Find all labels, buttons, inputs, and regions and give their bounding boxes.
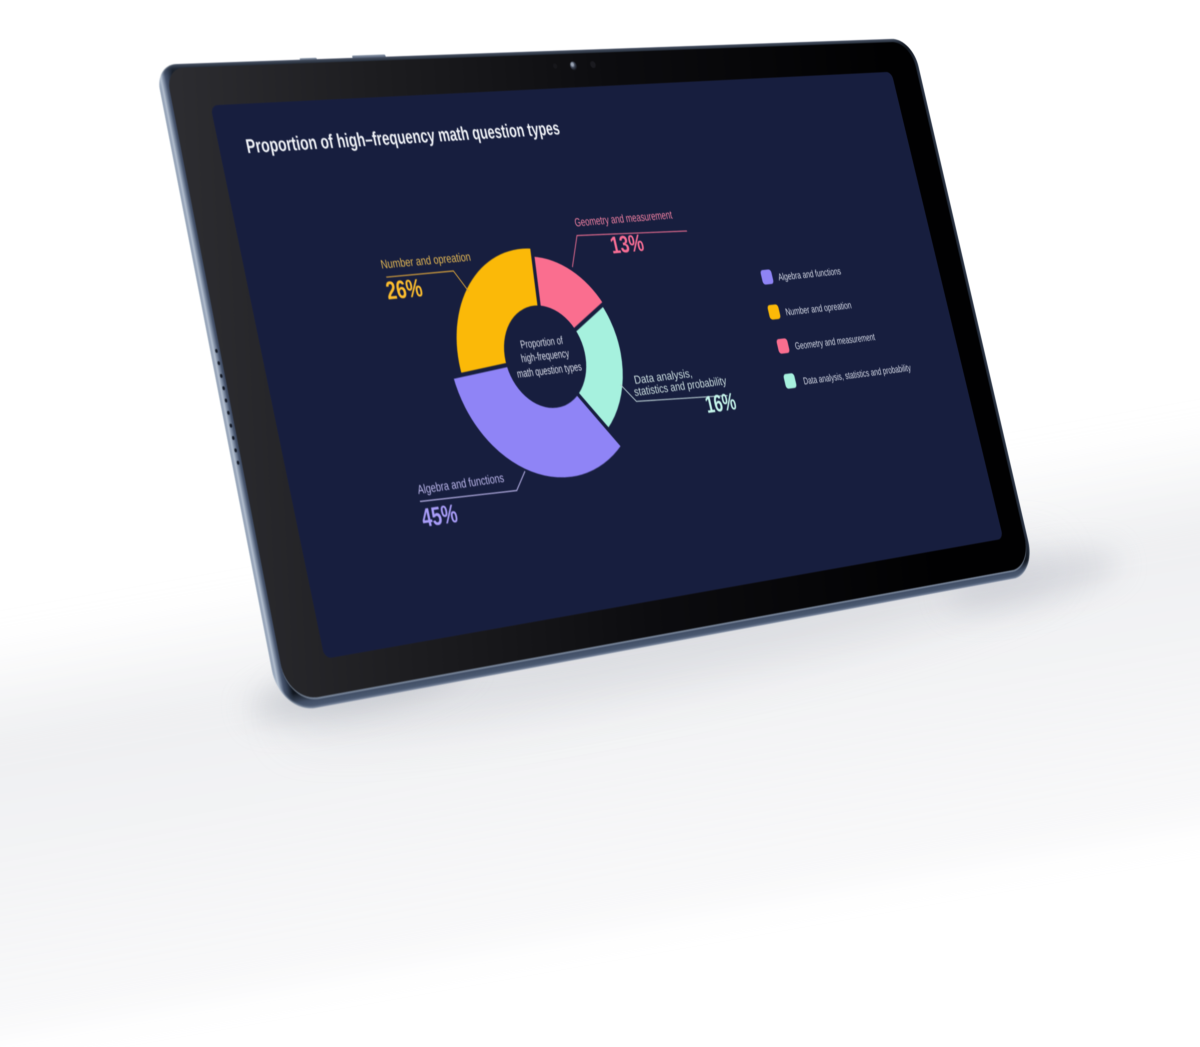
svg-text:Number and opreation: Number and opreation [379, 251, 471, 272]
svg-text:Data analysis, statistics and: Data analysis, statistics and probabilit… [802, 363, 912, 387]
svg-text:Algebra and functions: Algebra and functions [777, 267, 842, 284]
svg-text:high-frequency: high-frequency [520, 348, 571, 366]
svg-text:Proportion of: Proportion of [519, 335, 565, 352]
svg-text:16%: 16% [703, 389, 739, 419]
svg-text:Number and opreation: Number and opreation [785, 301, 853, 319]
svg-text:13%: 13% [608, 230, 647, 259]
svg-text:Geometry and measurement: Geometry and measurement [573, 209, 674, 230]
svg-text:45%: 45% [419, 500, 460, 534]
svg-text:Proportion of high–frequency m: Proportion of high–frequency math questi… [244, 119, 562, 159]
svg-text:26%: 26% [383, 274, 425, 305]
svg-text:Geometry and measurement: Geometry and measurement [794, 333, 876, 353]
